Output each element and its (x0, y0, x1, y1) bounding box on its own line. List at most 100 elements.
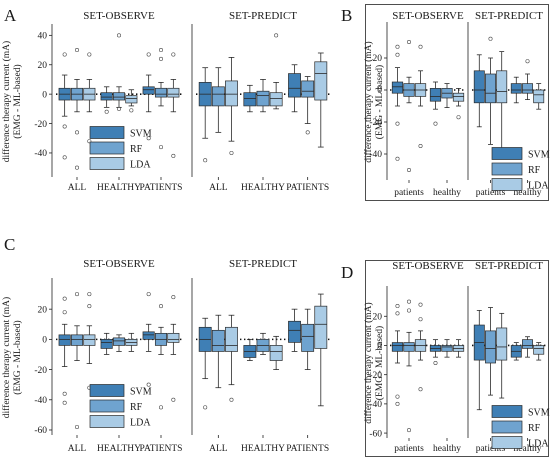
panel-c-ylabel: difference therapy current (mA) (EMG - ML… (1, 297, 23, 418)
panel-a-set-predict-box-lda-outlier (229, 150, 234, 155)
panel-a-y-tick-label: -20 (34, 120, 47, 130)
panel-b-set-predict-legend-label-svm: SVM (528, 150, 550, 161)
panel-d-set-observe-box-lda-outlier (418, 317, 423, 322)
panel-d-set-observe-box-svm (391, 342, 404, 352)
panel-a-set-predict-box-rf (211, 86, 225, 107)
panel-c-set-observe-box-lda-outlier (171, 295, 176, 300)
panel-d-y-tick-label: 0 (377, 342, 382, 352)
panel-a-ylabel-line: (EMG - ML-based) (12, 64, 23, 138)
panel-b-set-predict-category-label: patients (476, 188, 506, 198)
panel-a-set-predict-title: SET-PREDICT (229, 10, 297, 22)
panel-c-y-tick-label: -40 (34, 396, 47, 406)
panel-letter-a: A (4, 6, 17, 25)
panel-c-set-observe-category-label: HEALTHY (97, 444, 141, 454)
panel-b-set-predict-box-lda (533, 89, 545, 104)
panel-d-set-predict-box-lda (496, 327, 508, 361)
panel-c-set-observe-box-lda-outlier (87, 304, 92, 309)
panel-a-set-observe-legend-label-svm: SVM (130, 129, 152, 140)
panel-a-set-observe-box-svm-outlier (62, 52, 67, 57)
panel-a-set-observe-box-rf-outlier (75, 48, 80, 53)
panel-a-set-observe-box-svm-outlier (104, 109, 109, 114)
panel-a-set-observe-box-svm-outlier (62, 155, 67, 160)
panel-d-ylabel-line: (EMG - ML-based) (374, 326, 385, 400)
panel-c-set-observe-box-rf (70, 334, 84, 346)
panel-a-set-predict-box-rf (301, 80, 315, 98)
panel-d-set-observe-box-lda-outlier (418, 387, 423, 392)
panel-a-set-observe-box-svm-outlier (146, 52, 151, 57)
panel-a-set-observe-box-rf-outlier (159, 145, 164, 150)
panel-a-set-predict-category-label: ALL (209, 183, 228, 193)
panel-a-set-observe-box-rf-outlier (159, 48, 164, 53)
panel-c-set-predict-box-rf (211, 329, 225, 352)
panel-c-set-predict-box-svm (288, 320, 301, 343)
panel-a-set-observe-category-label: PATIENTS (140, 183, 183, 193)
panel-d-set-predict-category-label: patients (476, 444, 506, 454)
panel-b-set-observe-box-svm-outlier (395, 52, 400, 57)
panel-c-set-observe-legend-label-lda: LDA (130, 418, 151, 429)
panel-a-y-tick-label: 0 (42, 90, 47, 100)
panel-d-ylabel-line: difference therapy current (mA) (363, 302, 374, 423)
panel-a-set-observe-legend-label-rf: RF (130, 144, 143, 155)
panel-a-set-observe-box-rf-outlier (117, 106, 122, 111)
panel-a-set-observe-title: SET-OBSERVE (83, 10, 155, 22)
panel-b-ylabel: difference therapy current (mA) (EMG - ML… (363, 41, 385, 162)
panel-c-set-observe-box-svm-outlier (62, 400, 67, 405)
panel-a-set-observe-box-svm-outlier (146, 136, 151, 141)
panel-b-y-tick-label: 0 (377, 86, 382, 96)
panel-c-set-predict-box-lda (225, 326, 238, 352)
panel-a-set-predict-box-svm-outlier (203, 158, 208, 163)
panel-c-y-tick-label: -20 (34, 366, 47, 376)
panel-d-set-observe-box-svm-outlier (395, 311, 400, 316)
panel-d-set-predict-legend-swatch-lda (491, 436, 523, 449)
panel-b-set-predict-legend-label-lda: LDA (528, 181, 549, 192)
panel-c-set-predict-box-lda-outlier (229, 397, 234, 402)
panel-a-set-predict-box-svm (243, 92, 257, 107)
panel-c-set-observe-box-svm-outlier (146, 382, 151, 387)
panel-letter-d: D (341, 263, 353, 282)
panel-b-set-predict-box-svm (510, 83, 522, 94)
panel-b-set-observe-box-lda-outlier (418, 44, 423, 49)
panel-b-set-observe-box-rf-outlier (406, 168, 411, 173)
panel-d-ylabel: difference therapy current (mA) (EMG - ML… (363, 302, 385, 423)
panel-d-set-observe-box-lda-outlier (418, 302, 423, 307)
panel-d-y-tick-label: 20 (373, 312, 383, 322)
panel-b-set-observe-box-lda (452, 92, 465, 102)
panel-a-set-observe-box-rf (154, 87, 168, 98)
panel-a-set-predict-box-lda (269, 92, 283, 107)
panel-b-set-predict-box-rf (485, 73, 496, 104)
panel-c-set-observe-box-svm (100, 339, 113, 349)
panel-d-set-observe-title: SET-OBSERVE (392, 260, 464, 272)
panel-a-set-predict-category-label: HEALTHY (241, 183, 285, 193)
panel-a-set-observe-legend-swatch-svm (89, 126, 125, 139)
panel-b-ylabel-line: (EMG - ML-based) (374, 65, 385, 139)
panel-a-set-predict-box-svm (288, 73, 301, 98)
panel-a-set-observe-box-rf-outlier (159, 56, 164, 61)
panel-a-set-predict-box-lda-outlier (274, 33, 279, 38)
panel-b-set-observe-box-svm-outlier (395, 44, 400, 49)
panel-a-set-observe-box-rf (112, 92, 126, 101)
panel-d-set-observe-category-label: healthy (433, 444, 461, 454)
panel-a-set-observe-legend-swatch-lda (89, 157, 125, 170)
panel-c-y-tick-label: 20 (38, 305, 48, 315)
panel-c-set-observe-box-svm-outlier (62, 310, 67, 315)
panel-d-set-observe-box-rf-outlier (406, 428, 411, 433)
panel-a-ylabel-line: difference therapy current (mA) (1, 41, 12, 162)
panel-d-y-tick-label: -60 (369, 429, 382, 439)
panel-c-set-observe-category-label: PATIENTS (140, 444, 183, 454)
panel-b-set-predict-legend-swatch-rf (491, 162, 523, 176)
panel-a-set-observe-box-lda (167, 87, 180, 98)
panel-a-set-observe-box-svm (100, 92, 113, 101)
panel-a-y-tick-label: -40 (34, 149, 47, 159)
panel-a-set-observe-box-lda-outlier (171, 52, 176, 57)
panel-c-set-predict-box-svm-outlier (203, 405, 208, 410)
panel-c-set-observe-box-lda (83, 334, 96, 346)
panel-a-set-observe-box-svm (142, 86, 155, 95)
panel-a-set-observe-box-lda (125, 95, 138, 104)
panel-b-set-observe-box-svm-outlier (433, 121, 438, 126)
panel-b-set-predict-category-label: healthy (514, 188, 542, 198)
panel-c-set-predict-title: SET-PREDICT (229, 258, 297, 270)
panel-c-set-observe-box-lda-outlier (87, 292, 92, 297)
panel-c-set-observe-legend-swatch-svm (89, 384, 125, 397)
panel-b-set-predict-box-lda (496, 70, 508, 104)
